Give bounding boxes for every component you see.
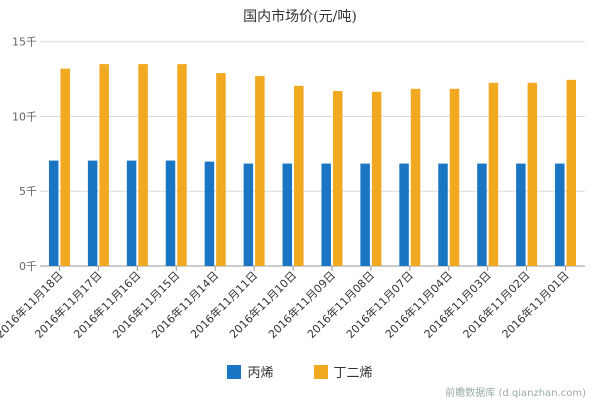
x-tick-label: 2016年11月03日 (421, 268, 494, 341)
y-tick-label: 0千 (19, 260, 37, 273)
x-tick-label: 2016年11月08日 (304, 268, 377, 341)
bar-propylene (48, 160, 59, 266)
x-tick-label: 2016年11月11日 (187, 268, 260, 341)
bar-butadiene (255, 76, 265, 266)
y-tick-label: 15千 (12, 36, 37, 49)
bar-propylene (438, 163, 448, 266)
x-tick-label: 2016年11月09日 (265, 268, 338, 341)
legend-item-butadiene[interactable]: 丁二烯 (313, 362, 373, 381)
x-tick-label: 2016年11月15日 (110, 268, 183, 341)
legend-item-propylene[interactable]: 丙烯 (227, 362, 274, 381)
bar-propylene (87, 160, 98, 266)
x-tick-label: 2016年11月10日 (226, 268, 299, 341)
legend-label: 丙烯 (247, 366, 274, 381)
y-tick-label: 5千 (19, 185, 37, 198)
bar-butadiene (138, 64, 148, 266)
legend-label: 丁二烯 (333, 366, 373, 381)
bar-butadiene (527, 82, 538, 267)
bar-butadiene (294, 85, 304, 266)
bar-butadiene (177, 64, 187, 266)
bar-propylene (243, 163, 254, 266)
x-tick-label: 2016年11月07日 (343, 268, 416, 341)
x-tick-label: 2016年11月17日 (32, 268, 105, 341)
bar-butadiene (60, 68, 70, 266)
chart-title: 国内市场价(元/吨) (243, 9, 357, 25)
bar-butadiene (99, 64, 109, 266)
bar-propylene (282, 163, 293, 266)
watermark: 前瞻数据库 (d.qianzhan.com) (445, 388, 586, 399)
bar-butadiene (449, 88, 460, 266)
legend: 丙烯 丁二烯 (0, 362, 600, 381)
x-tick-label: 2016年11月02日 (460, 268, 533, 341)
bar-propylene (126, 160, 137, 266)
bar-butadiene (410, 88, 421, 266)
x-tick-label: 2016年11月04日 (382, 268, 455, 341)
bar-butadiene (488, 82, 499, 267)
x-tick-label: 2016年11月14日 (148, 268, 221, 341)
bar-propylene (477, 163, 487, 266)
bar-propylene (360, 163, 370, 266)
legend-swatch (313, 364, 328, 379)
bar-propylene (555, 163, 565, 266)
bar-butadiene (566, 79, 577, 267)
bar-butadiene (371, 91, 382, 266)
bar-propylene (399, 163, 409, 266)
x-tick-label: 2016年11月01日 (499, 268, 572, 341)
bar-propylene (321, 163, 331, 266)
bar-butadiene (216, 73, 226, 267)
legend-swatch (227, 364, 242, 379)
x-tick-label: 2016年11月16日 (71, 268, 144, 341)
y-tick-label: 10千 (12, 110, 37, 123)
bar-butadiene (332, 91, 343, 267)
bar-propylene (516, 163, 526, 266)
bar-propylene (165, 160, 176, 266)
bar-propylene (204, 161, 215, 266)
